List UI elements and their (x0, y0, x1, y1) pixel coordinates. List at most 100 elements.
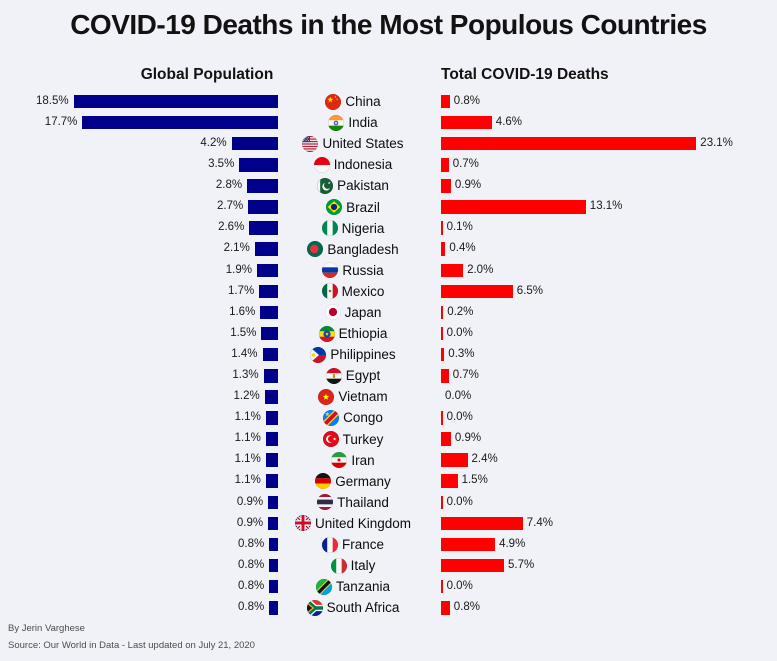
deaths-bar (441, 579, 443, 594)
deaths-bar (441, 453, 468, 467)
deaths-value-label: 4.6% (495, 115, 523, 128)
turkey-flag-icon (322, 431, 339, 448)
chart-byline: By Jerin Varghese (8, 623, 85, 634)
deaths-bar-cell: 0.0% (428, 411, 777, 425)
deaths-value-label: 0.7% (452, 369, 479, 382)
deaths-value-label: 2.4% (471, 453, 498, 466)
pakistan-flag-icon (317, 177, 334, 194)
chart-source: Source: Our World in Data - Last updated… (8, 640, 255, 651)
country-label: Indonesia (333, 157, 393, 173)
population-bar-cell: 1.6% (0, 305, 278, 320)
deaths-bar (441, 601, 450, 615)
population-value-label: 0.8% (237, 537, 265, 550)
population-bar (261, 326, 278, 341)
deaths-bar-cell: 0.7% (428, 369, 777, 383)
deaths-bar (441, 326, 443, 341)
population-bar (268, 516, 278, 531)
chart-title: COVID-19 Deaths in the Most Populous Cou… (70, 9, 707, 40)
deaths-bar (441, 495, 443, 510)
population-bar (268, 495, 278, 510)
population-value-label: 2.6% (218, 221, 245, 234)
population-bar-cell: 3.5% (0, 158, 278, 172)
country-label: Italy (350, 558, 376, 574)
population-bar (269, 579, 278, 594)
population-value-label: 1.5% (230, 326, 257, 339)
population-bar (254, 242, 278, 256)
russia-flag-icon (322, 262, 339, 279)
population-bar-cell: 1.1% (0, 453, 278, 467)
deaths-bar-cell: 1.5% (428, 474, 777, 488)
population-value-label: 0.8% (237, 558, 265, 571)
deaths-value-label: 0.0% (446, 411, 473, 424)
deaths-value-label: 0.8% (453, 601, 481, 614)
deaths-bar-cell: 0.9% (428, 179, 777, 193)
deaths-bar (441, 94, 450, 109)
chart-row: 2.7% Brazil 13.1% (0, 196, 777, 217)
ethiopia-flag-icon (318, 325, 335, 342)
country-cell: Vietnam (278, 388, 428, 405)
chart-row: 0.8% Italy 5.7% (0, 555, 777, 576)
deaths-bar (441, 411, 443, 425)
deaths-bar (441, 200, 586, 214)
population-bar-cell: 1.2% (0, 390, 278, 404)
population-bar (247, 179, 278, 193)
deaths-bar (441, 115, 492, 130)
population-bar (73, 94, 278, 109)
chart-row: 2.6% Nigeria 0.1% (0, 218, 777, 239)
deaths-bar (441, 305, 444, 320)
population-bar-cell: 2.8% (0, 179, 278, 193)
country-cell: France (278, 536, 428, 553)
chart-rows: 18.5% China 0.8% 17.7% India 4.6% 4.2% (0, 91, 777, 618)
chart-row: 2.1% Bangladesh 0.4% (0, 239, 777, 260)
country-cell: United Kingdom (278, 515, 428, 532)
chart-row: 0.8% France 4.9% (0, 534, 777, 555)
deaths-bar (441, 516, 523, 531)
deaths-bar-cell: 0.0% (428, 579, 777, 594)
country-cell: India (278, 114, 428, 131)
chart-row: 0.9% United Kingdom 7.4% (0, 513, 777, 534)
deaths-value-label: 6.5% (516, 284, 544, 297)
deaths-bar-cell: 0.0% (428, 495, 777, 510)
population-value-label: 1.7% (227, 284, 255, 297)
country-cell: United States (278, 135, 428, 152)
population-bar (265, 411, 278, 425)
country-cell: Pakistan (278, 177, 428, 194)
deaths-value-label: 0.0% (446, 579, 473, 592)
country-cell: Egypt (278, 367, 428, 384)
deaths-value-label: 7.4% (526, 516, 554, 529)
population-value-label: 1.1% (234, 453, 261, 466)
deaths-value-label: 0.0% (446, 495, 473, 508)
deaths-bar-cell: 0.8% (428, 601, 777, 615)
country-cell: Indonesia (278, 156, 428, 173)
population-bar (265, 432, 278, 446)
population-bar-cell: 0.8% (0, 579, 278, 594)
deaths-bar-cell: 0.9% (428, 432, 777, 446)
country-cell: Italy (278, 557, 428, 574)
population-bar-cell: 0.8% (0, 601, 278, 615)
population-bar (257, 263, 278, 278)
egypt-flag-icon (325, 367, 342, 384)
country-label: India (348, 115, 378, 131)
population-bar (269, 601, 278, 615)
chart-row: 2.8% Pakistan 0.9% (0, 175, 777, 196)
chart-row: 4.2% United States 23.1% (0, 133, 777, 154)
country-label: Brazil (346, 199, 380, 215)
france-flag-icon (321, 536, 338, 553)
deaths-bar (441, 221, 443, 235)
population-value-label: 0.9% (236, 495, 264, 508)
deaths-value-label: 0.7% (452, 158, 479, 171)
population-value-label: 2.7% (216, 200, 244, 213)
population-bar-cell: 2.1% (0, 242, 278, 256)
country-cell: Thailand (278, 494, 428, 511)
country-label: Philippines (330, 347, 396, 363)
deaths-bar (441, 369, 449, 383)
chart-row: 0.9% Thailand 0.0% (0, 492, 777, 513)
deaths-bar-cell: 0.0% (428, 326, 777, 341)
deaths-value-label: 4.9% (499, 537, 526, 550)
chart-row: 18.5% China 0.8% (0, 91, 777, 112)
deaths-bar (441, 537, 496, 552)
chart-row: 3.5% Indonesia 0.7% (0, 154, 777, 175)
chart-row: 17.7% India 4.6% (0, 112, 777, 133)
country-cell: Japan (278, 304, 428, 321)
